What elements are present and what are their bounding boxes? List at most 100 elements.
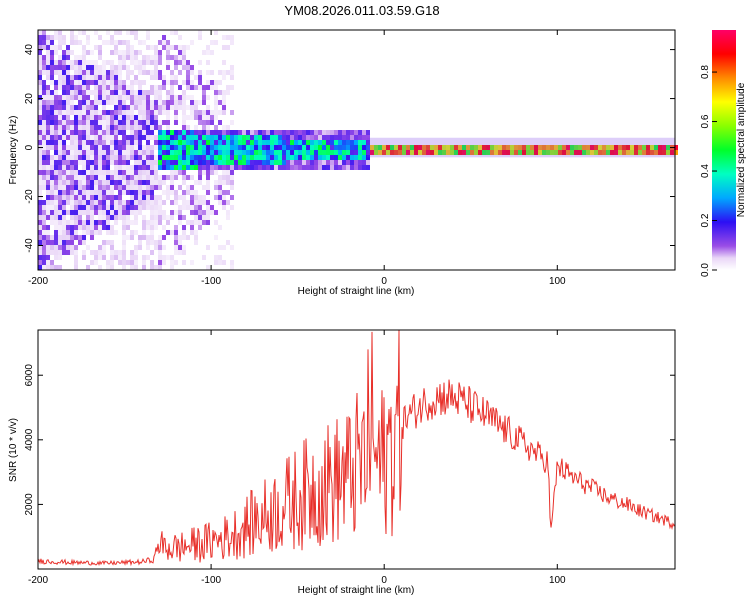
heatmap-cell [210, 145, 214, 150]
heatmap-cell [74, 265, 78, 270]
heatmap-cell [98, 140, 102, 145]
heatmap-cell [154, 205, 158, 210]
heatmap-cell [234, 165, 238, 170]
heatmap-cell [202, 95, 206, 100]
heatmap-cell [122, 150, 126, 155]
heatmap-cell [86, 180, 90, 185]
heatmap-cell [146, 125, 150, 130]
heatmap-cell [102, 75, 106, 80]
heatmap-cell [638, 150, 642, 155]
heatmap-cell [54, 35, 58, 40]
heatmap-cell [54, 220, 58, 225]
heatmap-cell [78, 210, 82, 215]
heatmap-cell [46, 155, 50, 160]
heatmap-cell [262, 140, 266, 145]
heatmap-cell [214, 150, 218, 155]
heatmap-cell [70, 35, 74, 40]
heatmap-cell [170, 80, 174, 85]
heatmap-cell [346, 130, 350, 135]
heatmap-cell [54, 175, 58, 180]
heatmap-cell [122, 120, 126, 125]
heatmap-cell [86, 75, 90, 80]
heatmap-cell [62, 215, 66, 220]
heatmap-cell [314, 155, 318, 160]
heatmap-cell [150, 220, 154, 225]
heatmap-cell [110, 65, 114, 70]
heatmap-cell [58, 220, 62, 225]
heatmap-cell [190, 210, 194, 215]
heatmap-cell [46, 35, 50, 40]
heatmap-cell [246, 155, 250, 160]
heatmap-cell [74, 110, 78, 115]
heatmap-cell [118, 170, 122, 175]
heatmap-cell [362, 140, 366, 145]
y-tick-label: 20 [24, 93, 35, 105]
heatmap-cell [50, 235, 54, 240]
heatmap-cell [270, 130, 274, 135]
heatmap-cell [42, 170, 46, 175]
heatmap-cell [174, 115, 178, 120]
heatmap-cell [214, 90, 218, 95]
heatmap-cell [42, 245, 46, 250]
heatmap-cell [226, 215, 230, 220]
heatmap-cell [598, 150, 602, 155]
heatmap-cell [58, 40, 62, 45]
heatmap-cell [274, 140, 278, 145]
heatmap-cell [146, 175, 150, 180]
heatmap-cell [650, 150, 654, 155]
heatmap-cell [354, 130, 358, 135]
heatmap-cell [158, 180, 162, 185]
heatmap-cell [206, 110, 210, 115]
heatmap-cell [326, 160, 330, 165]
heatmap-cell [78, 70, 82, 75]
heatmap-cell [46, 50, 50, 55]
heatmap-cell [134, 125, 138, 130]
heatmap-cell [170, 30, 174, 35]
heatmap-cell [266, 160, 270, 165]
heatmap-cell [434, 145, 438, 150]
heatmap-cell [142, 145, 146, 150]
heatmap-cell [46, 205, 50, 210]
heatmap-cell [126, 110, 130, 115]
heatmap-cell [174, 110, 178, 115]
heatmap-cell [118, 185, 122, 190]
heatmap-cell [170, 155, 174, 160]
heatmap-cell [158, 235, 162, 240]
heatmap-cell [190, 65, 194, 70]
heatmap-cell [162, 35, 166, 40]
heatmap-cell [58, 245, 62, 250]
heatmap-cell [74, 205, 78, 210]
signal-halo [366, 137, 675, 158]
heatmap-cell [130, 80, 134, 85]
heatmap-cell [286, 130, 290, 135]
heatmap-cell [274, 160, 278, 165]
heatmap-cell [138, 130, 142, 135]
heatmap-cell [46, 75, 50, 80]
heatmap-cell [78, 130, 82, 135]
heatmap-cell [54, 250, 58, 255]
heatmap-cell [38, 60, 42, 65]
heatmap-cell [158, 110, 162, 115]
heatmap-cell [218, 185, 222, 190]
heatmap-cell [550, 145, 554, 150]
heatmap-cell [102, 140, 106, 145]
heatmap-cell [218, 140, 222, 145]
heatmap-cell [418, 145, 422, 150]
heatmap-cell [186, 155, 190, 160]
heatmap-cell [62, 220, 66, 225]
heatmap-cell [166, 80, 170, 85]
heatmap-cell [330, 140, 334, 145]
heatmap-cell [302, 130, 306, 135]
heatmap-cell [118, 100, 122, 105]
heatmap-cell [122, 230, 126, 235]
x-tick-label: 0 [381, 276, 387, 287]
heatmap-cell [214, 135, 218, 140]
heatmap-cell [242, 145, 246, 150]
heatmap-cell [374, 145, 378, 150]
heatmap-cell [166, 175, 170, 180]
heatmap-cell [590, 150, 594, 155]
heatmap-cell [154, 225, 158, 230]
heatmap-cell [54, 125, 58, 130]
heatmap-cell [162, 180, 166, 185]
heatmap-cell [98, 100, 102, 105]
